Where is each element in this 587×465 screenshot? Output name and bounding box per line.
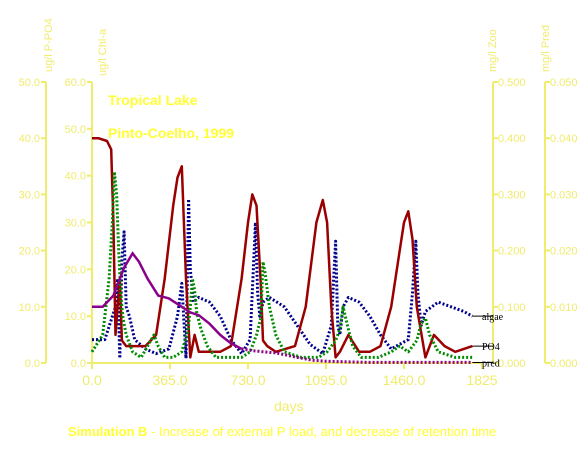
axes-layer: 0.0 10.0 20.0 30.0 40.0 50.0 0.0 10.0 20.0 30.0 40…	[19, 77, 578, 388]
axis-title-p-po4: ug/l P-PO4	[43, 18, 55, 72]
tick-label-p_po4: 50.0	[19, 77, 40, 89]
tick-label-zoo: 0.500	[498, 77, 526, 89]
series-line-PO4	[92, 136, 473, 359]
annotation-reference: Pinto-Coelho, 1999	[108, 125, 235, 141]
tick-label-zoo: 0.200	[498, 246, 526, 258]
tick-label-chl_a: 10.0	[65, 311, 86, 323]
tick-label-chl_a: 20.0	[65, 264, 86, 276]
axis-title-zoo: mg/l Zoo	[487, 29, 499, 72]
series-labels-layer: algae PO4 pred	[472, 312, 504, 369]
figure-caption: Simulation B - Increase of external P lo…	[68, 424, 568, 440]
x-tick-label: 0.0	[82, 372, 102, 388]
x-tick-label: 365.0	[152, 372, 187, 388]
axis-title-pred: mg/l Pred	[540, 24, 552, 72]
series-label-PO4: PO4	[482, 342, 500, 353]
annotation-tropical-lake: Tropical Lake	[108, 92, 198, 108]
caption-bold: Simulation B	[68, 424, 148, 439]
x-tick-label: 1460.0	[383, 372, 426, 388]
tick-label-chl_a: 0.0	[71, 358, 86, 370]
tick-label-chl_a: 60.0	[65, 77, 86, 89]
tick-label-chl_a: 40.0	[65, 171, 86, 183]
tick-label-p_po4: 10.0	[19, 302, 40, 314]
tick-label-p_po4: 0.0	[25, 358, 40, 370]
tick-label-p_po4: 40.0	[19, 133, 40, 145]
series-line-zoo	[90, 170, 473, 359]
tick-label-zoo: 0.400	[498, 133, 526, 145]
tick-label-chl_a: 30.0	[65, 218, 86, 230]
series-label-pred: pred	[482, 358, 500, 369]
tick-label-pred: 0.030	[550, 189, 578, 201]
tick-label-pred: 0.050	[550, 77, 578, 89]
series-layer	[90, 136, 474, 364]
x-axis-title: days	[274, 398, 304, 414]
tick-label-zoo: 0.000	[498, 358, 526, 370]
tick-label-pred: 0.040	[550, 133, 578, 145]
series-label-algae: algae	[482, 312, 504, 323]
axis-title-chl-a: ug/l Chl-a	[97, 28, 109, 76]
tick-label-chl_a: 50.0	[65, 124, 86, 136]
caption-text: - Increase of external P load, and decre…	[147, 424, 497, 439]
x-tick-label: 730.0	[230, 372, 265, 388]
tick-label-pred: 0.020	[550, 246, 578, 258]
series-line-pred-solid	[92, 251, 243, 351]
x-tick-label: 1825	[466, 372, 497, 388]
tick-label-zoo: 0.300	[498, 189, 526, 201]
tick-label-pred: 0.010	[550, 302, 578, 314]
series-line-pred-dotted	[241, 347, 473, 364]
x-tick-label: 1095.0	[305, 372, 348, 388]
series-line-algae	[92, 197, 474, 360]
tick-label-p_po4: 20.0	[19, 246, 40, 258]
tick-label-pred: 0.000	[550, 358, 578, 370]
tick-label-zoo: 0.100	[498, 302, 526, 314]
tick-label-p_po4: 30.0	[19, 189, 40, 201]
